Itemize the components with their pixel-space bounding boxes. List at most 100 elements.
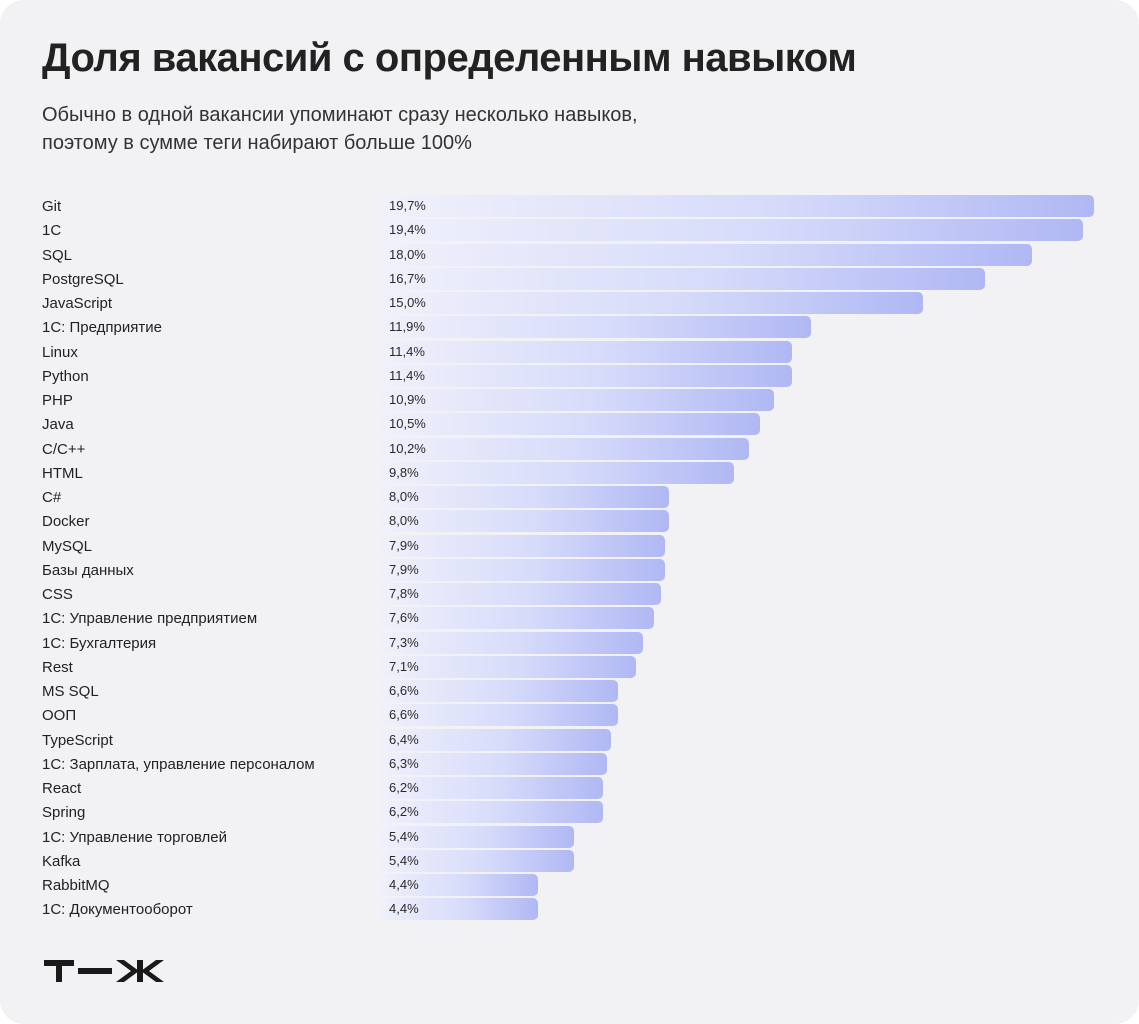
- bar-row: RabbitMQ 4,4%: [0, 873, 1139, 897]
- category-label: MS SQL: [42, 683, 99, 700]
- bar: [378, 340, 793, 363]
- bar: [378, 583, 662, 605]
- value-label: 7,8%: [389, 586, 419, 601]
- category-label: Linux: [42, 343, 78, 361]
- bar: [378, 777, 604, 799]
- value-label: 19,7%: [389, 198, 426, 213]
- bar-row: MySQL 7,9%: [0, 534, 1139, 558]
- bar: [378, 437, 749, 460]
- chart-title: Доля вакансий с определенным навыком: [42, 36, 857, 80]
- bar-row: MS SQL 6,6%: [0, 679, 1139, 703]
- category-label: Базы данных: [42, 561, 134, 579]
- value-label: 11,9%: [389, 319, 425, 335]
- bar: [378, 655, 637, 678]
- bar-row: Spring 6,2%: [0, 800, 1139, 824]
- value-label: 6,2%: [389, 780, 419, 795]
- category-label: Java: [42, 416, 74, 434]
- bar-row: Docker 8,0%: [0, 509, 1139, 533]
- bar-row: JavaScript 15,0%: [0, 291, 1139, 315]
- category-label: SQL: [42, 246, 73, 264]
- value-label: 6,6%: [389, 707, 419, 723]
- category-label: Rest: [42, 658, 73, 676]
- category-label: Git: [42, 198, 62, 215]
- category-label: Docker: [42, 513, 90, 531]
- bar: [378, 704, 618, 727]
- value-label: 8,0%: [389, 489, 419, 504]
- bar: [378, 243, 1033, 266]
- category-label: 1C: [42, 222, 62, 240]
- bar: [378, 874, 538, 896]
- category-label: TypeScript: [42, 731, 113, 749]
- value-label: 6,3%: [389, 755, 419, 771]
- value-label: 6,2%: [389, 804, 419, 820]
- bar: [378, 849, 575, 872]
- bar-row: 1C: Бухгалтерия 7,3%: [0, 631, 1139, 655]
- bar-row: TypeScript 6,4%: [0, 728, 1139, 752]
- value-label: 7,9%: [389, 537, 419, 553]
- value-label: 6,4%: [389, 731, 419, 747]
- value-label: 10,9%: [389, 392, 426, 407]
- category-label: 1C: Зарплата, управление персоналом: [42, 755, 315, 773]
- bar-row: Git 19,7%: [0, 194, 1139, 218]
- category-label: CSS: [42, 586, 73, 603]
- value-label: 18,0%: [389, 246, 426, 262]
- value-label: 5,4%: [389, 852, 419, 868]
- bar: [378, 728, 611, 751]
- category-label: PHP: [42, 392, 73, 409]
- bar-row: React 6,2%: [0, 776, 1139, 800]
- value-label: 6,6%: [389, 683, 419, 698]
- bar-row: HTML 9,8%: [0, 461, 1139, 485]
- bar: [378, 461, 735, 484]
- category-label: Python: [42, 367, 89, 385]
- value-label: 10,2%: [389, 440, 426, 456]
- category-label: Spring: [42, 804, 86, 822]
- value-label: 10,5%: [389, 416, 426, 432]
- subtitle-line-2: поэтому в сумме теги набирают больше 100…: [42, 132, 472, 154]
- category-label: ООП: [42, 707, 77, 725]
- bar-row: Linux 11,4%: [0, 340, 1139, 364]
- bar: [378, 898, 538, 921]
- value-label: 7,6%: [389, 610, 419, 626]
- chart-subtitle: Обычно в одной вакансии упоминают сразу …: [42, 101, 802, 157]
- bar: [378, 413, 760, 436]
- value-label: 15,0%: [389, 295, 426, 310]
- bar: [378, 825, 575, 848]
- value-label: 9,8%: [389, 464, 419, 480]
- category-label: HTML: [42, 464, 83, 482]
- bar-row: PHP 10,9%: [0, 388, 1139, 412]
- bar-row: Rest 7,1%: [0, 655, 1139, 679]
- bar: [378, 607, 655, 630]
- bar: [378, 534, 666, 557]
- value-label: 7,1%: [389, 658, 419, 674]
- bar-row: 1C 19,4%: [0, 218, 1139, 242]
- value-label: 16,7%: [389, 270, 426, 286]
- bar-row: PostgreSQL 16,7%: [0, 267, 1139, 291]
- bar: [378, 364, 793, 387]
- category-label: 1C: Документооборот: [42, 901, 193, 919]
- bar-row: SQL 18,0%: [0, 243, 1139, 267]
- category-label: PostgreSQL: [42, 270, 124, 288]
- bar: [378, 292, 924, 314]
- category-label: MySQL: [42, 537, 93, 555]
- bar-row: 1C: Управление торговлей 5,4%: [0, 825, 1139, 849]
- value-label: 11,4%: [389, 343, 425, 359]
- bar-row: 1C: Управление предприятием 7,6%: [0, 606, 1139, 630]
- bar: [378, 195, 1094, 217]
- category-label: React: [42, 780, 82, 797]
- bar: [378, 486, 669, 508]
- bar-row: Python 11,4%: [0, 364, 1139, 388]
- bar-row: ООП 6,6%: [0, 703, 1139, 727]
- bar-row: 1C: Документооборот 4,4%: [0, 897, 1139, 921]
- category-label: 1C: Бухгалтерия: [42, 634, 157, 652]
- bar-row: 1C: Зарплата, управление персоналом 6,3%: [0, 752, 1139, 776]
- bar: [378, 680, 618, 702]
- tzh-logo-icon: [44, 960, 164, 982]
- category-label: 1C: Управление предприятием: [42, 610, 258, 628]
- value-label: 4,4%: [389, 877, 419, 892]
- bar: [378, 631, 644, 654]
- bar: [378, 316, 811, 339]
- value-label: 7,3%: [389, 634, 419, 650]
- category-label: Kafka: [42, 852, 81, 870]
- category-label: 1C: Управление торговлей: [42, 828, 228, 846]
